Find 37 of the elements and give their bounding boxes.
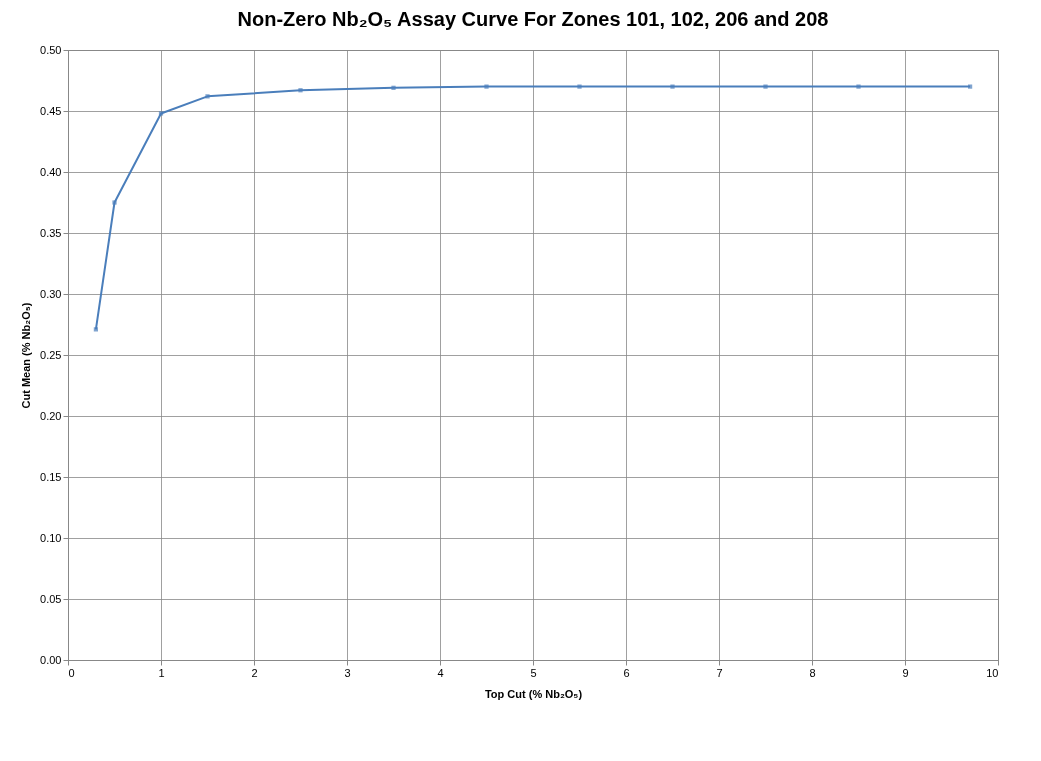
y-tick-label: 0.45 (40, 104, 62, 117)
x-tick-label: 7 (716, 666, 723, 679)
y-tick-label: 0.05 (40, 592, 62, 605)
x-tick-label: 8 (809, 666, 816, 679)
x-tick-label: 5 (530, 666, 537, 679)
point (577, 84, 582, 89)
point (670, 84, 675, 89)
x-tick-label: 9 (902, 666, 909, 679)
point (298, 88, 303, 93)
point (112, 200, 117, 205)
point (484, 84, 489, 89)
point (967, 84, 973, 89)
chart-title: Non-Zero Nb₂O₅ Assay Curve For Zones 101, 102, 206 and 208 (237, 8, 829, 30)
y-tick-label: 0.25 (40, 348, 62, 361)
y-tick-label: 0.00 (40, 653, 62, 666)
x-tick-label: 1 (158, 666, 165, 679)
y-tick-label: 0.30 (40, 287, 62, 300)
x-tick-label: 10 (986, 666, 999, 679)
y-tick-label: 0.40 (40, 165, 62, 178)
x-tick-label: 4 (437, 666, 444, 679)
y-tick-label: 0.50 (40, 43, 62, 56)
point (763, 84, 768, 89)
y-tick-label: 0.10 (40, 531, 62, 544)
point (391, 85, 396, 90)
y-tick-label: 0.35 (40, 226, 62, 239)
y-axis-title: Cut Mean (% Nb₂O₅) (20, 302, 33, 409)
point (158, 111, 164, 116)
point (93, 327, 99, 332)
y-tick-label: 0.15 (40, 470, 62, 483)
x-tick-label: 6 (623, 666, 630, 679)
point (205, 94, 210, 99)
x-tick-label: 0 (68, 666, 75, 679)
x-axis-title: Top Cut (% Nb₂O₅) (484, 687, 583, 700)
x-tick-label: 3 (344, 666, 351, 679)
y-tick-label: 0.20 (40, 409, 62, 422)
x-tick-label: 2 (251, 666, 258, 679)
point (856, 84, 861, 89)
